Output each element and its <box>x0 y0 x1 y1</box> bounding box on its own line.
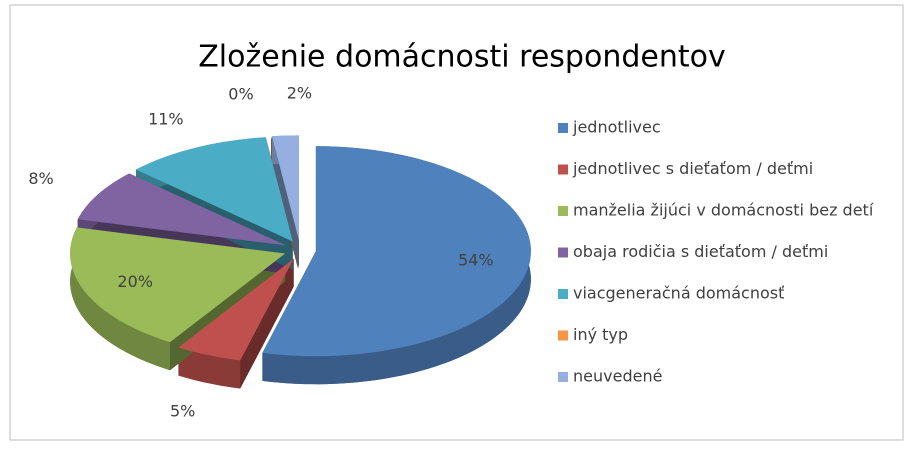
legend-label: viacgeneračná domácnosť <box>573 284 784 303</box>
legend-label: neuvedené <box>573 367 662 386</box>
data-label: 8% <box>28 169 53 188</box>
chart-title: Zloženie domácnosti respondentov <box>198 40 725 75</box>
legend-swatch <box>558 164 568 175</box>
slice <box>178 258 294 361</box>
legend-label: manželia žijúci v domácnosti bez detí <box>573 201 874 220</box>
data-label: 20% <box>117 272 153 291</box>
data-label: 54% <box>458 251 494 270</box>
legend-label: iný typ <box>573 325 628 344</box>
slice <box>272 135 299 241</box>
legend-swatch <box>558 372 568 382</box>
data-label: 0% <box>228 85 253 104</box>
slice <box>77 173 286 246</box>
data-label: 11% <box>148 109 184 128</box>
slice <box>136 137 293 242</box>
legend-swatch <box>558 206 568 216</box>
slice-side <box>262 146 531 385</box>
slice <box>70 227 286 343</box>
legend-swatch <box>558 289 568 299</box>
legend-swatch <box>558 330 568 341</box>
legend-label: obaja rodičia s dieťaťom / deťmi <box>573 242 828 261</box>
data-label: 5% <box>170 402 195 421</box>
slice-wall <box>272 136 299 269</box>
legend-label: jednotlivec <box>572 118 661 137</box>
legend-label: jednotlivec s dieťaťom / deťmi <box>572 159 813 178</box>
slice <box>262 146 531 357</box>
legend-swatch <box>558 247 568 258</box>
slice-side <box>70 227 170 371</box>
data-label: 2% <box>287 84 312 103</box>
slice-side <box>178 347 241 389</box>
legend-swatch <box>558 123 568 133</box>
